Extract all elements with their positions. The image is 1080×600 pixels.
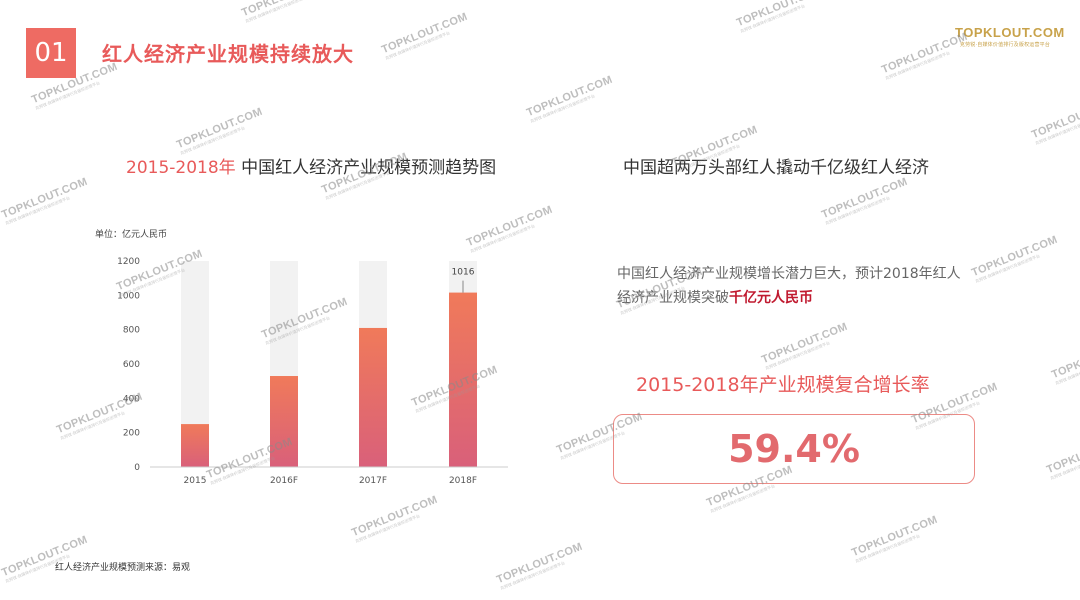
chart-title-year: 2015-2018年 — [126, 158, 236, 178]
y-tick-label: 600 — [123, 360, 140, 370]
bar — [270, 376, 298, 467]
x-tick-label: 2017F — [359, 476, 387, 486]
x-tick-label: 2015 — [184, 476, 207, 486]
x-tick-label: 2016F — [270, 476, 298, 486]
y-tick-label: 1000 — [117, 291, 140, 301]
data-source: 红人经济产业规模预测来源：易观 — [55, 563, 191, 573]
chart-title: 2015-2018年 中国红人经济产业规模预测趋势图 — [126, 153, 496, 178]
chart-title-text: 中国红人经济产业规模预测趋势图 — [235, 158, 497, 178]
y-tick-label: 0 — [134, 463, 140, 473]
description-highlight: 千亿元人民币 — [729, 290, 813, 306]
bar — [359, 327, 387, 467]
y-tick-label: 800 — [123, 326, 140, 336]
y-tick-label: 400 — [123, 394, 140, 404]
y-tick-label: 200 — [123, 429, 140, 439]
data-label: 1016 — [452, 268, 475, 278]
y-tick-label: 1200 — [117, 257, 140, 267]
right-title: 中国超两万头部红人撬动千亿级红人经济 — [623, 158, 929, 178]
logo-subtext: 克劳锐·自媒体价值排行及版权运营平台 — [959, 42, 1051, 48]
cagr-label: 2015-2018年产业规模复合增长率 — [636, 374, 930, 396]
description-text: 中国红人经济产业规模增长潜力巨大，预计2018年红人经济产业规模突破 — [617, 266, 961, 306]
section-number: 01 — [26, 28, 76, 78]
logo-text: TOPKLOUT.COM — [955, 25, 1065, 40]
bar — [181, 424, 209, 467]
brand-logo: TOPKLOUT.COM 克劳锐·自媒体价值排行及版权运营平台 — [955, 25, 1065, 48]
x-tick-label: 2018F — [449, 476, 477, 486]
chart-unit: 单位：亿元人民币 — [95, 230, 168, 240]
bar — [449, 292, 477, 467]
cagr-box: 59.4% — [613, 414, 975, 484]
description: 中国红人经济产业规模增长潜力巨大，预计2018年红人经济产业规模突破千亿元人民币 — [617, 262, 972, 310]
cagr-value: 59.4% — [728, 427, 860, 471]
page-title: 红人经济产业规模持续放大 — [102, 42, 354, 66]
